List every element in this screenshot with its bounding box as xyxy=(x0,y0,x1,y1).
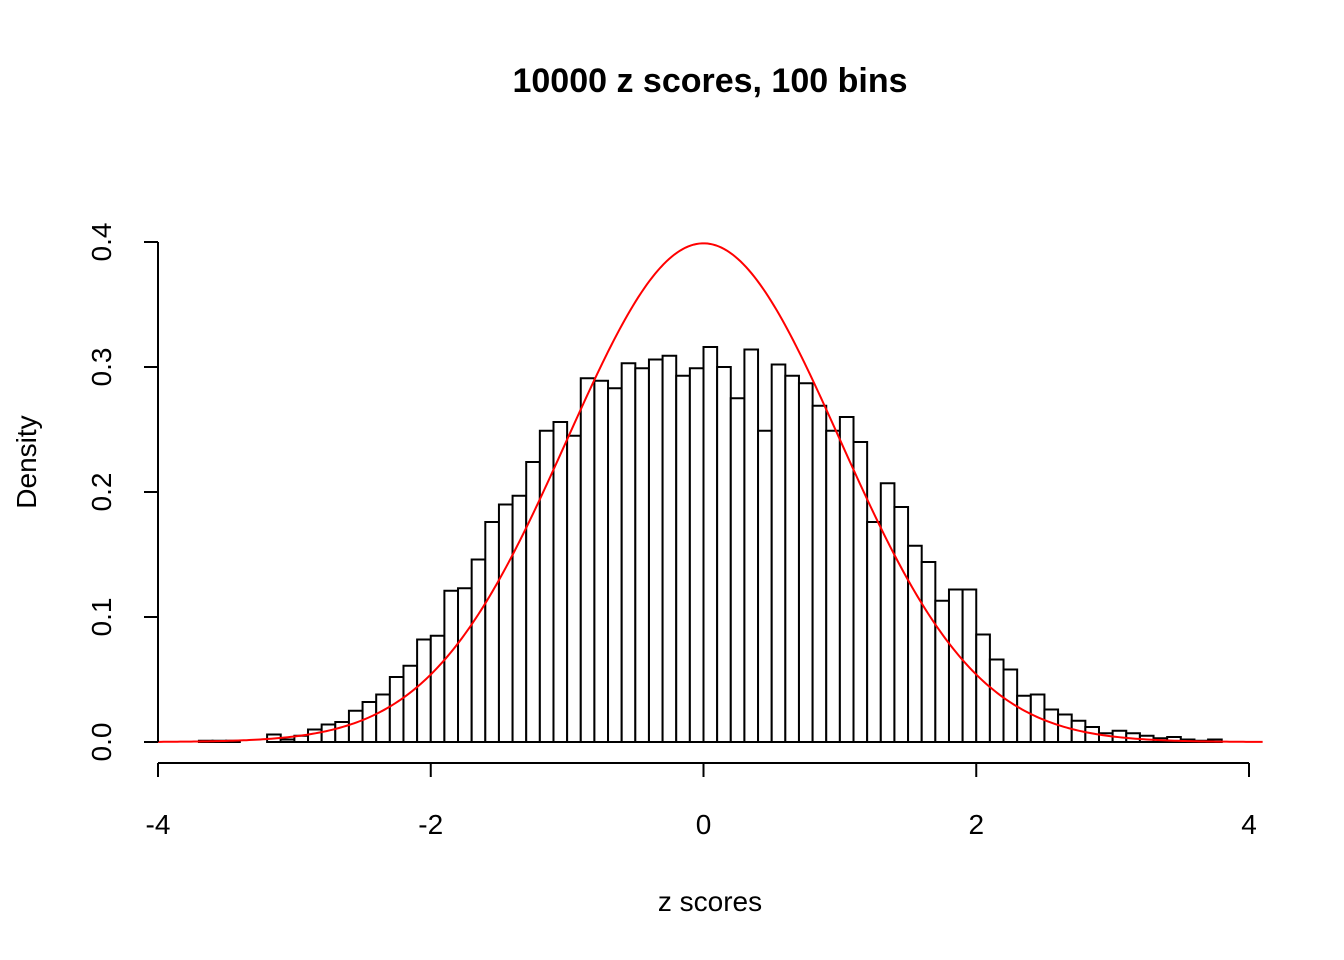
y-tick-label: 0.2 xyxy=(86,473,117,512)
histogram-bar xyxy=(402,664,419,743)
x-tick-label: 2 xyxy=(968,809,984,840)
histogram-bar xyxy=(1016,694,1032,743)
histogram-bar xyxy=(675,374,691,743)
y-axis-label: Density xyxy=(11,415,42,508)
histogram-bar xyxy=(797,382,814,743)
histogram-bar xyxy=(934,599,950,743)
histogram-bar xyxy=(825,429,841,743)
histogram-bar xyxy=(757,429,773,743)
histogram-bar xyxy=(770,363,787,743)
chart-title: 10000 z scores, 100 bins xyxy=(512,62,907,100)
histogram-bar xyxy=(1043,708,1060,743)
histogram-bar xyxy=(457,587,473,743)
histogram-bar xyxy=(647,358,664,743)
bars xyxy=(197,346,1223,743)
histogram-bar xyxy=(784,374,800,743)
histogram-bar xyxy=(552,421,569,743)
histogram-bar xyxy=(307,728,323,743)
histogram-bar xyxy=(907,544,923,743)
histogram-bar xyxy=(961,588,978,743)
histogram-bar xyxy=(579,377,596,743)
y-tick-label: 0.3 xyxy=(86,348,117,387)
histogram-bar xyxy=(538,429,555,743)
histogram-bar xyxy=(879,482,896,743)
x-tick-label: -2 xyxy=(418,809,443,840)
histogram-bar xyxy=(688,367,705,743)
histogram-bar xyxy=(729,397,746,743)
histogram-bar xyxy=(893,506,910,743)
histogram-bar xyxy=(852,441,869,743)
histogram-bar xyxy=(361,701,378,743)
normal-density-curve xyxy=(157,242,1263,743)
histogram-bar xyxy=(866,521,882,743)
histogram-bar xyxy=(566,434,582,743)
histogram-bar xyxy=(811,404,828,743)
histogram-bar xyxy=(416,638,432,743)
histogram-bar xyxy=(716,366,732,743)
axes: -4 -2 0 2 4 0.0 0.1 0.2 0.3 0.4 xyxy=(86,223,1257,840)
histogram-bar xyxy=(497,503,514,743)
x-tick-label: 0 xyxy=(696,809,712,840)
x-axis-label: z scores xyxy=(658,886,762,917)
histogram-bar xyxy=(702,346,719,743)
histogram-bar xyxy=(484,521,500,743)
histogram-bar xyxy=(988,658,1005,743)
histogram-bar xyxy=(975,633,991,743)
histogram-bar xyxy=(593,379,610,743)
histogram-bar xyxy=(375,693,391,743)
x-tick-label: 4 xyxy=(1241,809,1257,840)
histogram-bar xyxy=(743,348,760,743)
histogram-bar xyxy=(347,709,364,743)
histogram-bar xyxy=(661,354,678,743)
histogram-bar xyxy=(607,387,623,743)
histogram-bar xyxy=(320,723,337,743)
y-tick-label: 0.1 xyxy=(86,598,117,637)
histogram-bar xyxy=(443,589,460,743)
histogram-bar xyxy=(920,561,937,743)
histogram-bar xyxy=(429,634,446,743)
x-tick-label: -4 xyxy=(146,809,171,840)
histogram-bar xyxy=(620,362,637,743)
histogram-bar xyxy=(947,588,964,743)
y-tick-label: 0.4 xyxy=(86,223,117,262)
histogram-bar xyxy=(388,676,405,743)
histogram-bar xyxy=(279,738,296,743)
y-tick-label: 0.0 xyxy=(86,723,117,762)
histogram-bar xyxy=(470,558,487,743)
histogram-bar xyxy=(634,367,650,743)
